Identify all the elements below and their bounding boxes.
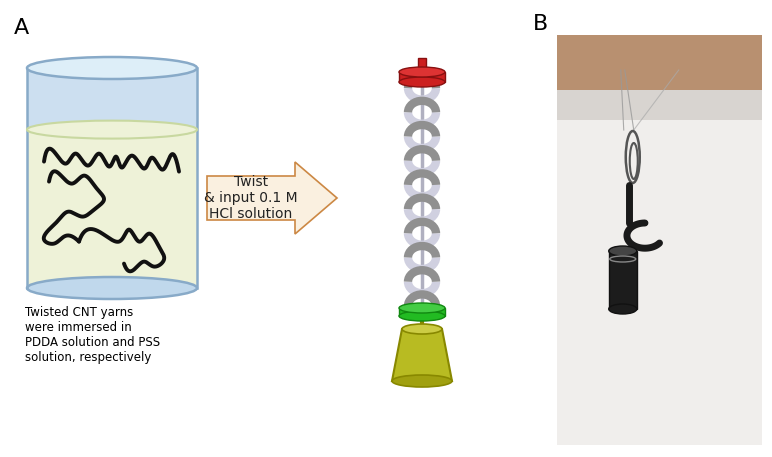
- Ellipse shape: [402, 324, 442, 334]
- Ellipse shape: [27, 57, 197, 79]
- Text: A: A: [14, 18, 29, 38]
- Ellipse shape: [399, 311, 445, 321]
- Ellipse shape: [27, 121, 197, 138]
- FancyBboxPatch shape: [557, 35, 762, 90]
- FancyBboxPatch shape: [557, 90, 762, 120]
- Ellipse shape: [609, 246, 637, 256]
- Ellipse shape: [399, 303, 445, 313]
- Text: Twist
& input 0.1 M
HCl solution: Twist & input 0.1 M HCl solution: [204, 175, 298, 221]
- FancyBboxPatch shape: [27, 130, 197, 288]
- FancyBboxPatch shape: [27, 68, 197, 288]
- Ellipse shape: [392, 375, 452, 387]
- Polygon shape: [392, 329, 452, 381]
- Polygon shape: [207, 162, 337, 234]
- Ellipse shape: [27, 277, 197, 299]
- Ellipse shape: [399, 77, 445, 87]
- FancyBboxPatch shape: [557, 35, 762, 445]
- FancyBboxPatch shape: [418, 58, 426, 74]
- FancyBboxPatch shape: [609, 251, 637, 309]
- Text: Twisted CNT yarns
were immersed in
PDDA solution and PSS
solution, respectively: Twisted CNT yarns were immersed in PDDA …: [25, 306, 160, 364]
- FancyBboxPatch shape: [399, 308, 445, 316]
- Ellipse shape: [399, 67, 445, 77]
- Text: B: B: [533, 14, 548, 34]
- Ellipse shape: [609, 304, 637, 314]
- FancyBboxPatch shape: [399, 72, 445, 82]
